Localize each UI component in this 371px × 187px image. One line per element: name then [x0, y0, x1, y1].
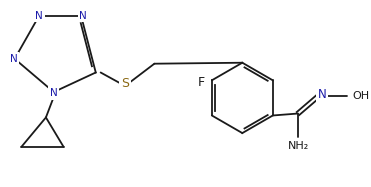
- Text: S: S: [121, 77, 129, 90]
- Text: F: F: [197, 76, 205, 89]
- Text: NH₂: NH₂: [288, 141, 309, 151]
- Text: N: N: [35, 11, 43, 21]
- Text: N: N: [318, 88, 327, 102]
- Text: N: N: [10, 54, 17, 64]
- Text: N: N: [50, 88, 58, 98]
- Text: OH: OH: [353, 91, 370, 101]
- Text: N: N: [79, 11, 87, 21]
